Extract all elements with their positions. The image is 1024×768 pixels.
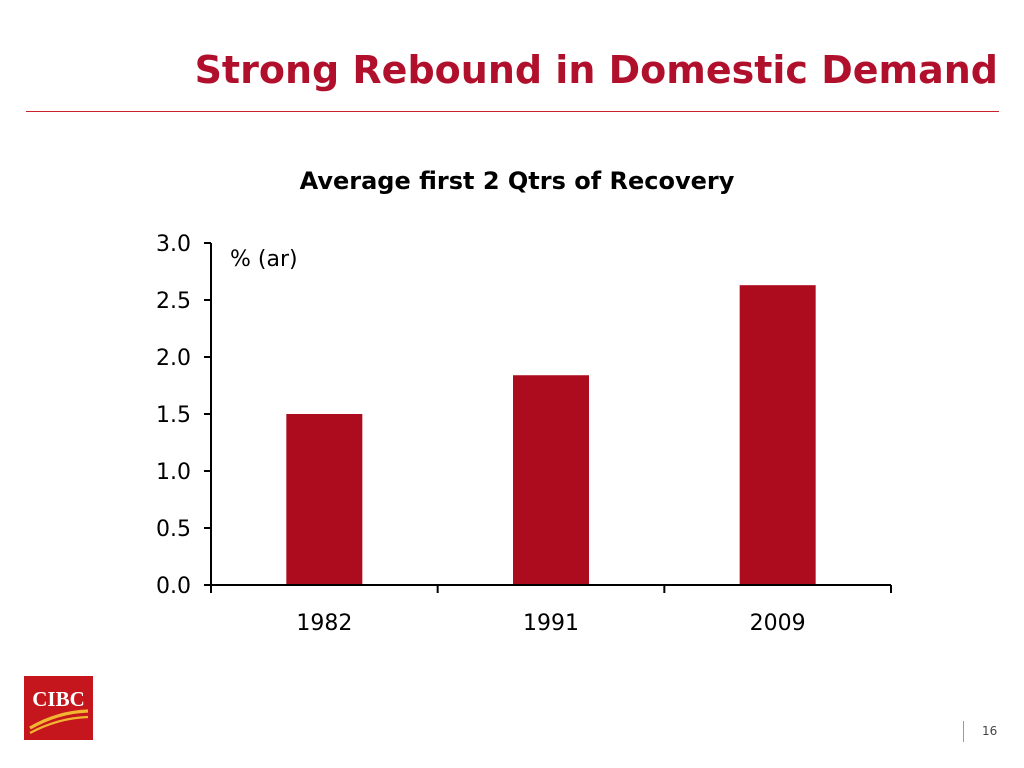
y-tick-label: 1.5 [156, 403, 191, 428]
slide-title: Strong Rebound in Domestic Demand [194, 48, 998, 92]
bar-1982 [286, 414, 363, 585]
bar-2009 [739, 285, 816, 585]
page-number-separator [963, 721, 964, 742]
y-tick-label: 2.0 [156, 346, 191, 371]
axes-layer: 0.0 0.5 1.0 1.5 2.0 2.5 3.0 1982 1991 2009 [156, 232, 892, 636]
y-tick-label: 3.0 [156, 232, 191, 257]
chart-title: Average first 2 Qtrs of Recovery [300, 167, 735, 195]
y-tick-label: 0.5 [156, 517, 191, 542]
y-tick-label: 0.0 [156, 574, 191, 599]
bar-chart: Average first 2 Qtrs of Recovery % (ar) … [156, 167, 892, 636]
logo-text: CIBC [32, 687, 85, 711]
unit-label: % (ar) [230, 247, 298, 272]
x-tick-label: 1982 [296, 611, 352, 636]
page-number: 16 [982, 724, 998, 738]
bars-layer [286, 285, 816, 585]
y-tick-label: 2.5 [156, 289, 191, 314]
y-tick-label: 1.0 [156, 460, 191, 485]
bar-1991 [513, 375, 589, 585]
x-tick-label: 1991 [523, 611, 579, 636]
title-divider [26, 111, 999, 112]
x-tick-label: 2009 [750, 611, 806, 636]
cibc-logo: CIBC [24, 676, 93, 740]
